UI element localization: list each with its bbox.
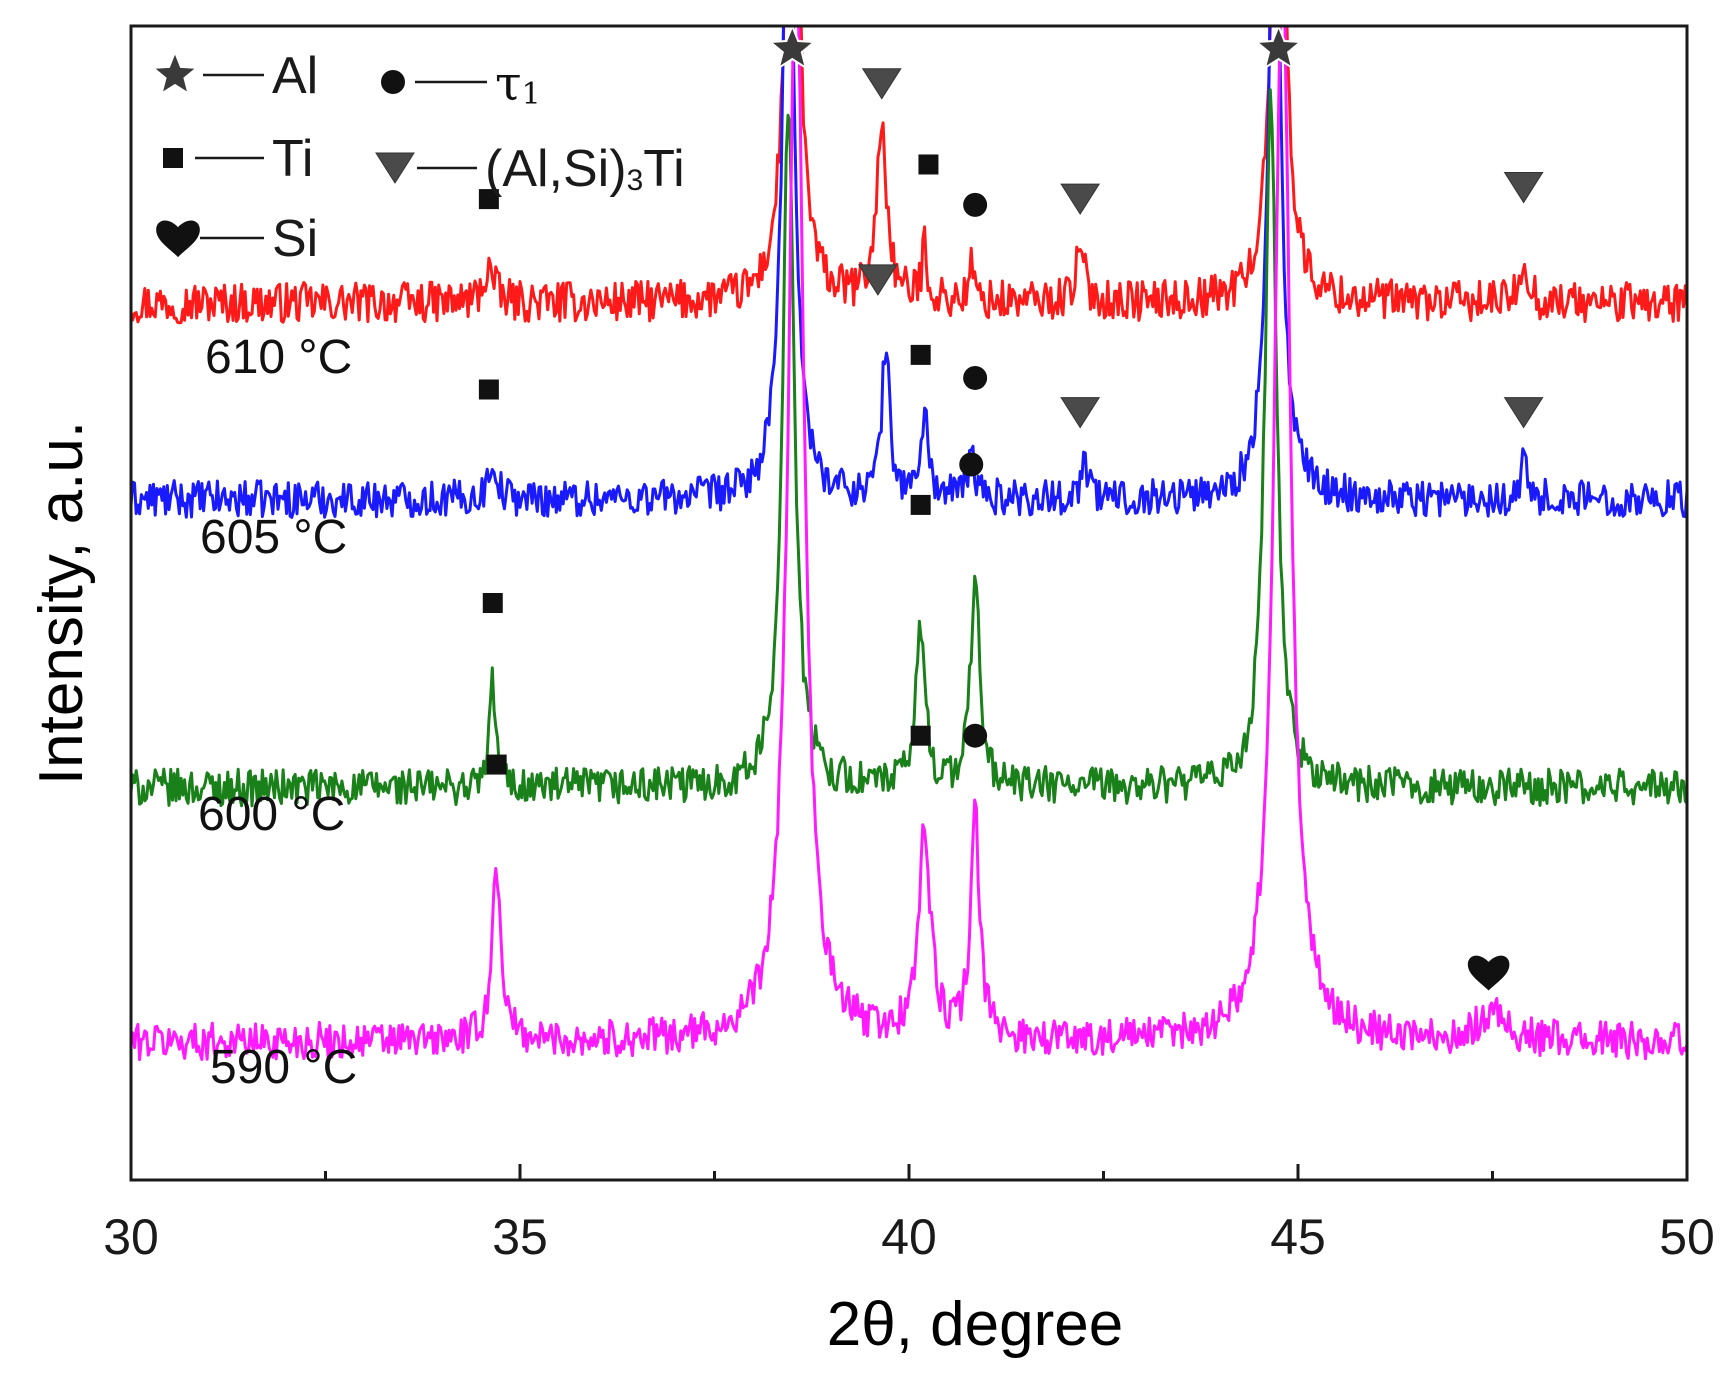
peak-marker-circle-590-2 [963,723,988,748]
peak-marker-square-590-0 [486,754,507,775]
series-layer [131,26,1687,1062]
peak-marker-circle-605-3 [963,365,988,390]
x-tick-label-45: 45 [1270,1209,1326,1265]
legend-symbol-heart [156,220,200,258]
legend-label-ti: Ti [272,130,313,188]
x-tick-label-40: 40 [881,1209,937,1265]
x-axis-title: 2θ, degree [827,1290,1123,1359]
series-line-605 [131,26,1687,519]
plot-frame [129,24,1689,1182]
series-line-610 [131,26,1687,325]
peak-marker-triangle-605-4 [1060,397,1101,429]
x-tick-label-30: 30 [103,1209,159,1265]
series-line-590 [131,26,1687,1062]
peak-marker-square-605-0 [478,379,499,400]
peak-marker-triangle-605-1 [857,264,898,296]
peak-marker-triangle-610-2 [861,68,902,100]
legend: Al Ti Si τ1 (Al,Si)3Ti [150,47,685,268]
curve-label-600: 600 °C [198,788,345,841]
legend-symbol-triangle-down [375,152,415,184]
peak-marker-triangle-610-5 [1060,183,1101,216]
peak-marker-square-610-0 [478,189,499,210]
legend-symbol-circle [381,70,405,94]
legend-label-al: Al [272,47,318,105]
peak-marker-square-600-0 [482,593,503,613]
legend-label-si: Si [272,210,318,268]
series-line-600 [131,88,1687,808]
curve-label-610: 610 °C [205,331,352,384]
legend-label-tau1: τ1 [495,56,541,112]
curve-label-590: 590 °C [210,1041,357,1094]
x-tick-label-50: 50 [1659,1209,1715,1265]
peak-marker-heart-590-3 [1467,955,1510,991]
x-axis-ticks: 30 35 40 45 50 [103,1164,1715,1265]
legend-symbol-square [163,148,183,168]
marker-layer [478,23,1544,991]
peak-marker-square-590-1 [910,725,931,746]
peak-marker-circle-600-2 [959,452,984,477]
peak-marker-square-610-3 [918,154,939,175]
peak-marker-star-610-1 [767,23,817,70]
y-axis-title: Intensity, a.u. [27,421,96,785]
peak-marker-triangle-610-7 [1503,172,1544,204]
peak-marker-square-600-1 [910,494,931,515]
curve-label-605: 605 °C [200,511,347,564]
curve-labels: 610 °C 605 °C 600 °C 590 °C [198,331,357,1094]
peak-marker-circle-610-4 [963,192,988,217]
peak-marker-square-605-2 [910,344,931,365]
x-tick-label-35: 35 [492,1209,548,1265]
peak-marker-triangle-605-5 [1503,397,1544,429]
legend-label-alsi: (Al,Si)3Ti [485,140,685,198]
legend-symbol-star [150,49,200,96]
peak-marker-star-610-6 [1254,23,1303,70]
